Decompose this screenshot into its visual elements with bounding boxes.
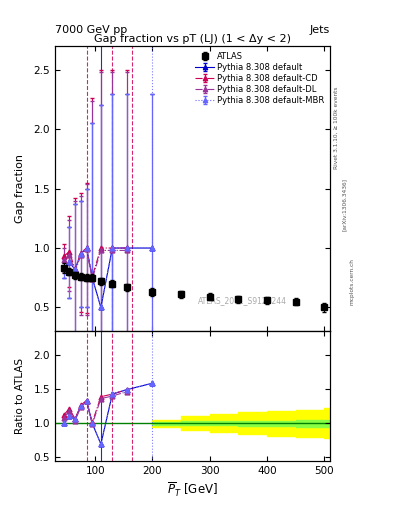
Text: mcplots.cern.ch: mcplots.cern.ch [349, 258, 354, 305]
Title: Gap fraction vs pT (LJ) (1 < Δy < 2): Gap fraction vs pT (LJ) (1 < Δy < 2) [94, 34, 291, 44]
Text: Rivet 3.1.10, ≥ 100k events: Rivet 3.1.10, ≥ 100k events [334, 87, 338, 169]
Text: Jets: Jets [310, 25, 330, 35]
Y-axis label: Gap fraction: Gap fraction [15, 154, 25, 223]
Legend: ATLAS, Pythia 8.308 default, Pythia 8.308 default-CD, Pythia 8.308 default-DL, P: ATLAS, Pythia 8.308 default, Pythia 8.30… [194, 50, 326, 107]
Text: [arXiv:1306.3436]: [arXiv:1306.3436] [342, 178, 346, 231]
X-axis label: $\overline{P}_T$ [GeV]: $\overline{P}_T$ [GeV] [167, 481, 218, 499]
Text: 7000 GeV pp: 7000 GeV pp [55, 25, 127, 35]
Text: ATLAS_2011_S9126244: ATLAS_2011_S9126244 [198, 296, 287, 305]
Y-axis label: Ratio to ATLAS: Ratio to ATLAS [15, 358, 25, 434]
